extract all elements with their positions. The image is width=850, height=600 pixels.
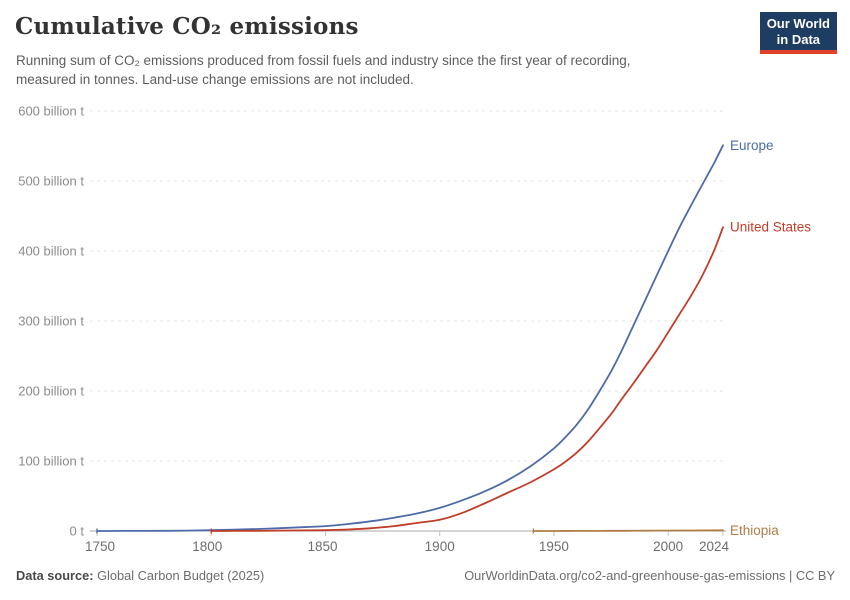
series-label-ethiopia[interactable]: Ethiopia <box>730 523 779 538</box>
data-source-label: Data source: <box>16 568 94 583</box>
series-line-united-states[interactable] <box>210 226 724 532</box>
x-tick-label: 2000 <box>653 539 683 554</box>
footer-link[interactable]: OurWorldinData.org/co2-and-greenhouse-ga… <box>464 568 835 583</box>
data-source-value: Global Carbon Budget (2025) <box>97 568 265 583</box>
series-line-europe[interactable] <box>96 144 724 532</box>
x-tick-label: 1900 <box>425 539 455 554</box>
series-labels: Europe United States Ethiopia <box>730 138 811 538</box>
x-tick-label: 2024 <box>699 539 730 554</box>
y-tick-label: 0 t <box>70 524 85 539</box>
gridlines: 0 t 100 billion t 200 billion t 300 billion… <box>18 104 726 539</box>
data-source: Data source: Global Carbon Budget (2025) <box>16 568 264 583</box>
subtitle-line-2: measured in tonnes. Land-use change emis… <box>16 72 414 88</box>
x-tick-label: 1800 <box>192 539 222 554</box>
x-tick-label: 1850 <box>307 539 337 554</box>
x-tick-label: 1750 <box>85 539 115 554</box>
series-lines <box>96 144 724 534</box>
series-label-europe[interactable]: Europe <box>730 138 774 153</box>
x-tick-label: 1950 <box>539 539 569 554</box>
logo-line-2: in Data <box>776 31 821 47</box>
series-line-ethiopia[interactable] <box>532 529 724 532</box>
series-label-united-states[interactable]: United States <box>730 220 811 235</box>
page-title: Cumulative CO₂ emissions <box>15 13 359 40</box>
y-tick-label: 400 billion t <box>18 244 84 259</box>
chart-subtitle: Running sum of CO₂ emissions produced fr… <box>16 51 631 89</box>
y-tick-label: 600 billion t <box>18 104 84 119</box>
logo-line-1: Our World <box>766 16 830 31</box>
y-tick-label: 500 billion t <box>18 174 84 189</box>
footer: Data source: Global Carbon Budget (2025)… <box>16 568 835 583</box>
y-tick-label: 200 billion t <box>18 384 84 399</box>
y-tick-label: 300 billion t <box>18 314 84 329</box>
owid-logo[interactable]: Our World in Data <box>759 12 837 54</box>
x-axis: 1750 1800 1850 1900 1950 2000 2024 <box>85 531 730 554</box>
y-tick-label: 100 billion t <box>18 454 84 469</box>
subtitle-line-1: Running sum of CO₂ emissions produced fr… <box>16 53 631 68</box>
